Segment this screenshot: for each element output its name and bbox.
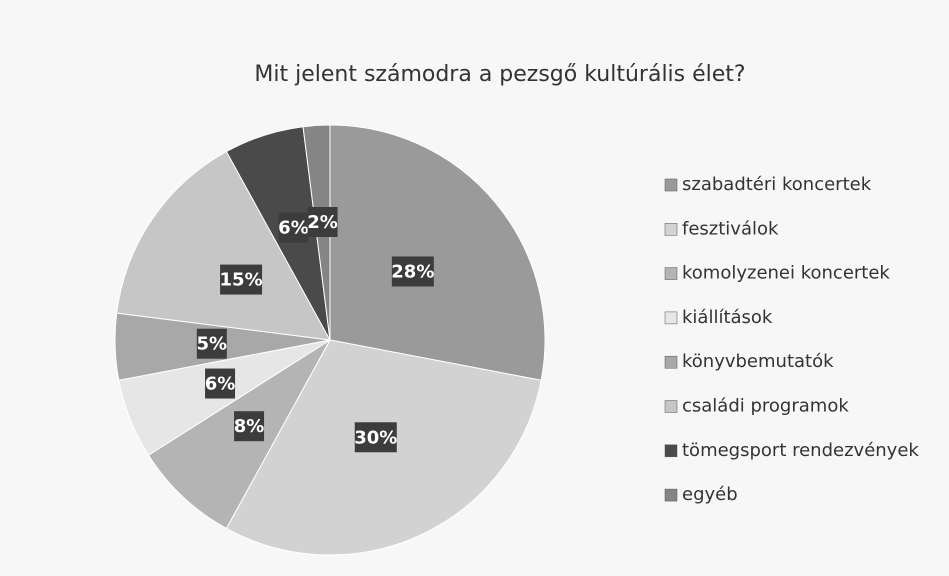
data-label: 8%: [234, 416, 265, 437]
legend-swatch: [664, 178, 678, 192]
data-label: 2%: [307, 212, 338, 233]
legend-label: szabadtéri koncertek: [682, 174, 872, 195]
data-label-box: [391, 256, 434, 287]
data-label-box: [354, 422, 397, 453]
legend-swatch: [664, 444, 678, 458]
legend-label: kiállítások: [682, 307, 773, 328]
data-label-box: [307, 206, 338, 237]
legend-label: fesztiválok: [682, 218, 779, 239]
legend-label: komolyzenei koncertek: [682, 263, 890, 284]
legend-swatch: [664, 223, 678, 236]
legend-label: egyéb: [682, 484, 738, 505]
data-label-box: [205, 368, 236, 399]
data-label: 6%: [278, 218, 309, 239]
legend-swatch: [664, 311, 678, 325]
legend-label: tömegsport rendezvények: [682, 440, 919, 461]
chart-title: Mit jelent számodra a pezsgő kultúrális …: [254, 62, 745, 87]
legend-label: családi programok: [682, 396, 849, 417]
data-label: 15%: [220, 270, 263, 291]
data-label: 6%: [205, 374, 236, 395]
data-label: 28%: [391, 261, 434, 282]
data-label-box: [278, 212, 309, 243]
legend-swatch: [664, 355, 678, 369]
pie-slice: [116, 150, 331, 341]
data-label-box: [234, 411, 265, 442]
data-label-box: [220, 264, 263, 295]
pie-slice: [329, 124, 546, 381]
data-label-box: [196, 328, 227, 359]
legend-swatch: [664, 400, 678, 413]
legend-label: könyvbemutatók: [682, 351, 834, 372]
legend-swatch: [664, 267, 678, 280]
data-label: 30%: [354, 427, 397, 448]
data-label: 5%: [197, 334, 228, 355]
legend-swatch: [664, 488, 678, 502]
